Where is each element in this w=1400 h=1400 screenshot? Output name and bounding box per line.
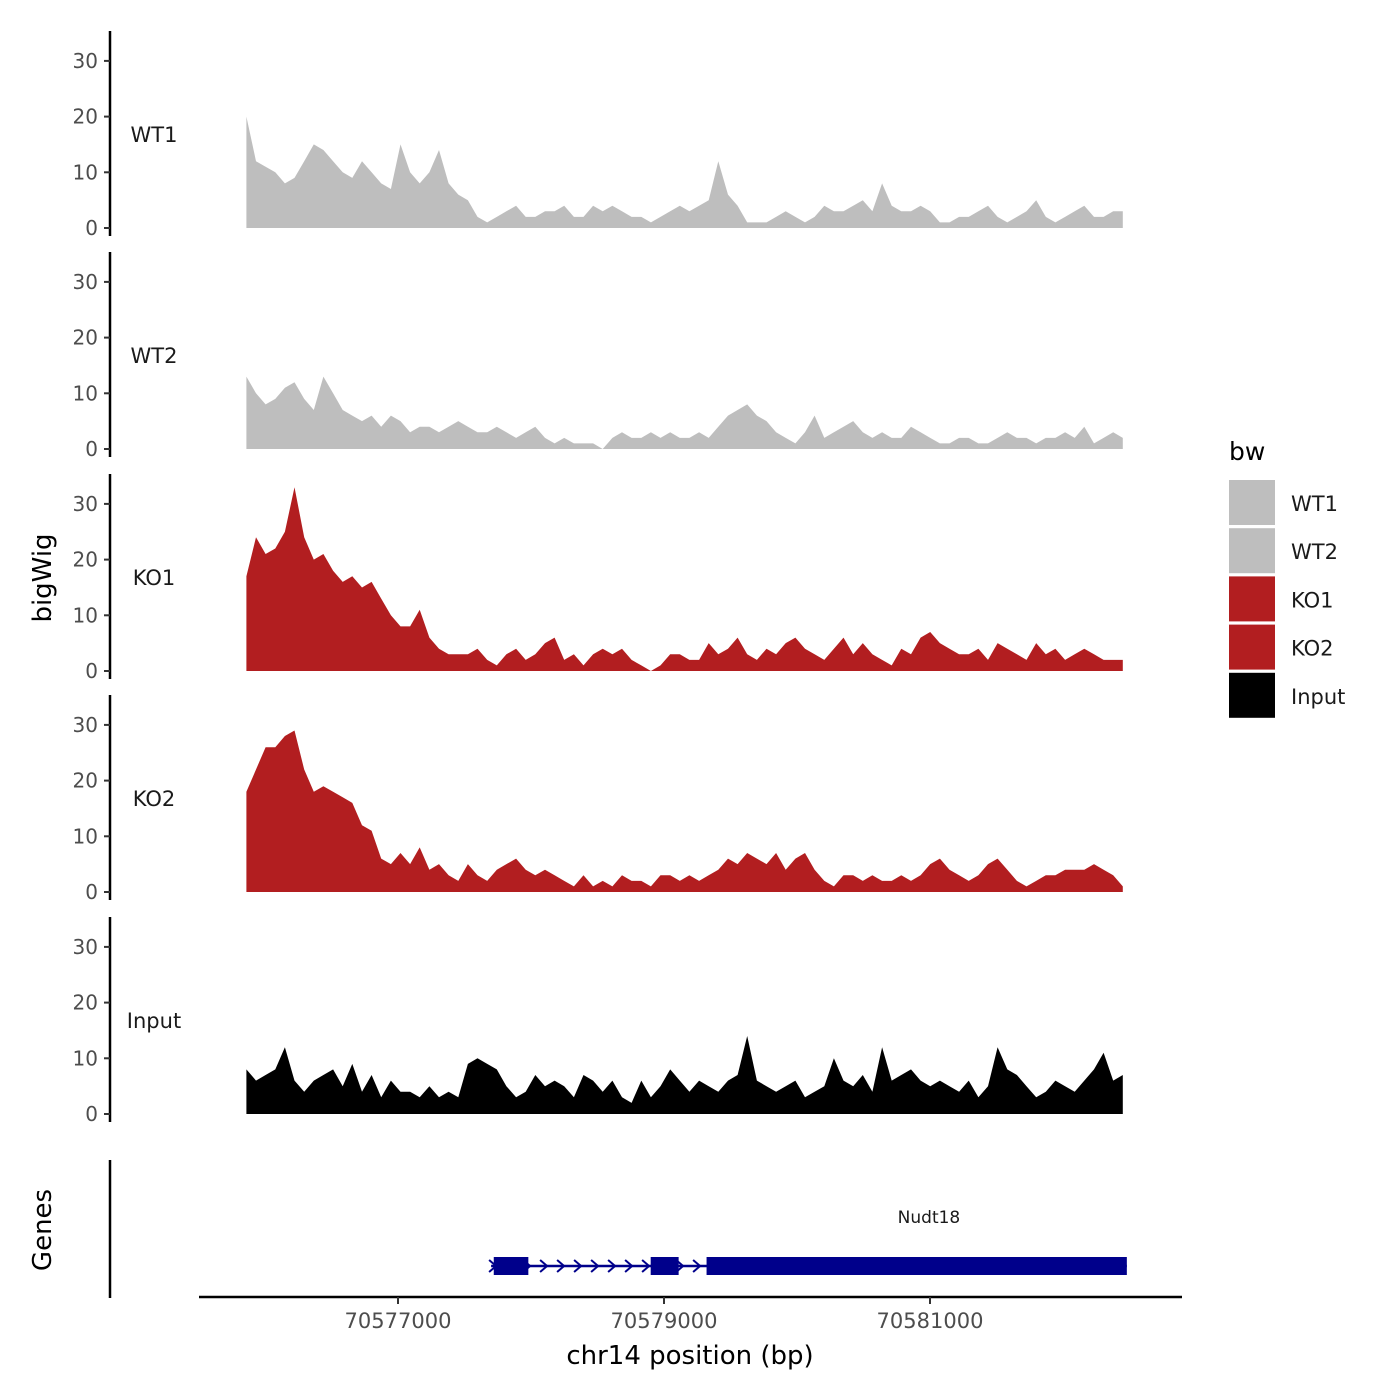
track-label-wt1: WT1 [131,123,178,147]
track-label-ko1: KO1 [133,566,176,590]
strand-arrow [539,1259,549,1273]
y-tick-label: 20 [73,991,98,1015]
legend-label-wt2: WT2 [1291,540,1338,564]
x-tick-label: 70577000 [345,1309,452,1333]
y-tick-label: 30 [73,935,98,959]
y-tick-label: 0 [85,437,98,461]
legend-swatch-wt2 [1229,528,1275,574]
y-tick-label: 20 [73,548,98,572]
strand-arrow [590,1259,600,1273]
strand-arrow [607,1259,617,1273]
legend-swatch-ko2 [1229,624,1275,670]
gene-exon [650,1257,679,1275]
y-axis-title: bigWig [28,533,58,622]
legend-label-ko2: KO2 [1291,637,1334,661]
area-input [246,1036,1123,1114]
y-tick-label: 10 [73,824,98,848]
gene-exon [493,1257,529,1275]
legend-label-wt1: WT1 [1291,492,1338,516]
y-tick-label: 0 [85,659,98,683]
legend-swatch-wt1 [1229,480,1275,525]
y-tick-label: 30 [73,492,98,516]
y-tick-label: 10 [73,603,98,627]
gene-track: Nudt18 [108,1160,1127,1298]
area-ko2 [246,730,1123,892]
track-label-ko2: KO2 [133,787,176,811]
x-axis: 70577000 70579000 70581000 [199,1295,1182,1333]
gene-exon [706,1257,1127,1275]
strand-arrow [641,1259,651,1273]
legend: bw WT1 WT2 KO1 KO2 Input [1229,437,1345,718]
y-tick-label: 10 [73,381,98,405]
track-ko2: 0 10 20 30 KO2 [73,695,1123,904]
y-tick-label: 0 [85,880,98,904]
track-wt1: 0 10 20 30 WT1 [73,31,1123,240]
y-tick-label: 30 [73,713,98,737]
strand-arrow [692,1259,702,1273]
y-tick-label: 20 [73,105,98,129]
strand-arrow [573,1259,583,1273]
y-tick-label: 10 [73,160,98,184]
legend-label-input: Input [1291,685,1345,709]
track-input: 0 10 20 30 Input [73,917,1123,1126]
y-tick-label: 30 [73,270,98,294]
x-tick-label: 70581000 [877,1309,984,1333]
track-label-input: Input [127,1009,181,1033]
area-wt2 [246,376,1123,449]
strand-arrow [556,1259,566,1273]
legend-title: bw [1229,437,1265,466]
y-tick-label: 20 [73,769,98,793]
gene-track-title: Genes [28,1189,58,1271]
y-tick-label: 20 [73,326,98,350]
area-ko1 [246,487,1123,671]
x-axis-title: chr14 position (bp) [566,1341,813,1371]
y-tick-label: 0 [85,216,98,240]
track-panels: 0 10 20 30 WT1 0 10 20 30 WT2 0 10 20 30 KO1 0 10 20 30 KO2… [73,31,1123,1126]
legend-swatch-input [1229,672,1275,718]
area-wt1 [246,116,1123,228]
y-tick-label: 0 [85,1102,98,1126]
track-label-wt2: WT2 [131,344,178,368]
x-tick-label: 70579000 [611,1309,718,1333]
y-tick-label: 30 [73,49,98,73]
strand-arrow [624,1259,634,1273]
gene-name-label: Nudt18 [898,1208,961,1228]
track-wt2: 0 10 20 30 WT2 [73,252,1123,461]
legend-label-ko1: KO1 [1291,588,1334,612]
legend-swatch-ko1 [1229,576,1275,622]
y-tick-label: 10 [73,1046,98,1070]
track-ko1: 0 10 20 30 KO1 [73,474,1123,683]
